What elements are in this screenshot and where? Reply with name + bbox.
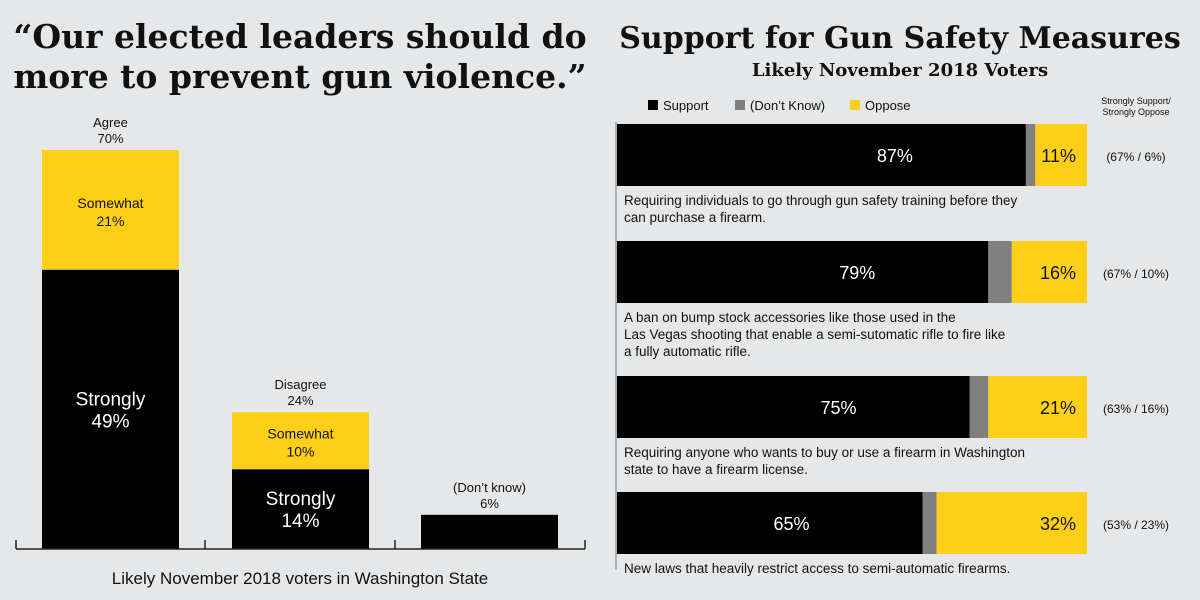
support-bar-1	[617, 241, 989, 303]
oppose-bar-3	[936, 492, 1087, 554]
support-value-3: 65%	[773, 514, 809, 534]
strong-value-0: (67% / 6%)	[1106, 150, 1165, 164]
row-label-2-0: Requiring anyone who wants to buy or use…	[624, 445, 1025, 460]
segment-value-0-1: 21%	[96, 213, 124, 229]
row-label-3-0: New laws that heavily restrict access to…	[624, 561, 1010, 576]
left-chart-title: “Our elected leaders should do more to pr…	[13, 17, 586, 96]
strong-header-line-2: Strongly Oppose	[1102, 107, 1169, 117]
strong-value-3: (53% / 23%)	[1103, 518, 1169, 532]
dont-know-bar-3	[922, 492, 937, 554]
oppose-bar-1	[1011, 241, 1087, 303]
segment-name-1-0: Strongly	[266, 489, 336, 510]
bar-category-label-2: (Don’t know)	[453, 480, 526, 495]
legend-label-0: Support	[663, 98, 709, 113]
bar-segment-2-0	[421, 514, 558, 549]
segment-name-0-1: Somewhat	[77, 195, 143, 211]
row-label-1-0: A ban on bump stock accessories like tho…	[624, 310, 956, 325]
segment-value-1-0: 14%	[281, 511, 319, 532]
oppose-bar-0	[1035, 124, 1087, 186]
row-label-0-0: Requiring individuals to go through gun …	[624, 193, 1018, 208]
bar-segment-1-1	[232, 412, 369, 470]
legend-swatch-0	[648, 100, 658, 110]
support-value-2: 75%	[820, 398, 856, 418]
bar-total-label-2: 6%	[480, 496, 499, 511]
agree-disagree-chart: “Our elected leaders should do more to pr…	[13, 17, 586, 588]
legend-label-2: Oppose	[865, 98, 911, 113]
segment-name-1-1: Somewhat	[267, 426, 333, 442]
support-value-0: 87%	[877, 146, 913, 166]
bar-segment-0-0	[42, 269, 179, 549]
bar-segment-1-0	[232, 469, 369, 549]
legend-swatch-1	[735, 100, 745, 110]
row-label-1-1: Las Vegas shooting that enable a semi-su…	[624, 327, 1005, 342]
oppose-value-2: 21%	[1040, 398, 1076, 418]
bar-category-label-1: Disagree	[274, 377, 326, 392]
right-chart-subtitle: Likely November 2018 Voters	[752, 60, 1048, 81]
segment-value-0-0: 49%	[91, 411, 129, 432]
bar-segment-0-1	[42, 150, 179, 270]
x-axis-label: Likely November 2018 voters in Washingto…	[112, 569, 488, 588]
oppose-value-1: 16%	[1040, 263, 1076, 283]
legend-swatch-2	[850, 100, 860, 110]
oppose-value-3: 32%	[1040, 514, 1076, 534]
bar-total-label-0: 70%	[97, 131, 123, 146]
right-chart-title: Support for Gun Safety Measures	[619, 21, 1180, 56]
support-value-1: 79%	[839, 263, 875, 283]
support-bar-3	[617, 492, 923, 554]
segment-name-0-0: Strongly	[76, 389, 146, 410]
oppose-bar-2	[988, 376, 1087, 438]
strong-value-1: (67% / 10%)	[1103, 267, 1169, 281]
support-bar-0	[617, 124, 1026, 186]
bar-category-label-0: Agree	[93, 115, 128, 130]
row-label-2-1: state to have a firearm license.	[624, 462, 808, 477]
legend-label-1: (Don’t Know)	[750, 98, 825, 113]
dont-know-bar-1	[988, 241, 1012, 303]
segment-value-1-1: 10%	[286, 444, 314, 460]
support-bar-2	[617, 376, 970, 438]
dont-know-bar-2	[969, 376, 989, 438]
row-label-0-1: can purchase a firearm.	[624, 210, 766, 225]
strong-value-2: (63% / 16%)	[1103, 402, 1169, 416]
bar-total-label-1: 24%	[287, 393, 313, 408]
row-label-1-2: a fully automatic rifle.	[624, 344, 751, 359]
dont-know-bar-0	[1025, 124, 1036, 186]
oppose-value-0: 11%	[1041, 146, 1076, 166]
strong-header-line-1: Strongly Support/	[1101, 96, 1171, 106]
